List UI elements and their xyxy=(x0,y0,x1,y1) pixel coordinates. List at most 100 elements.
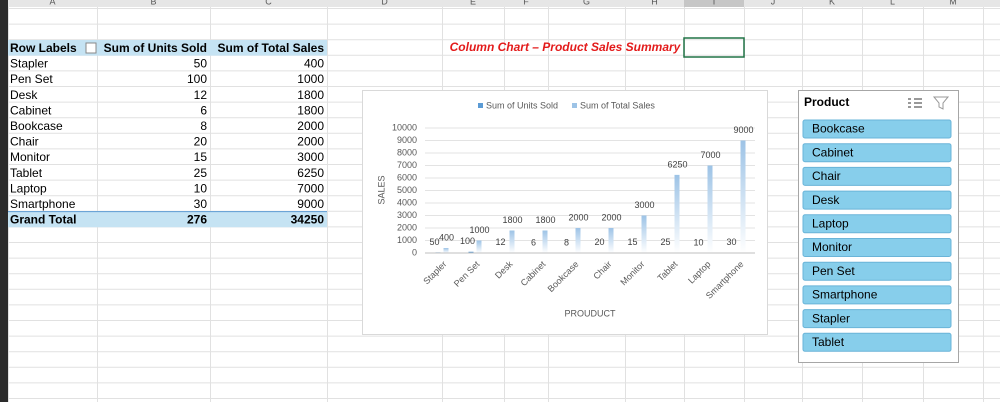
data-label: 400 xyxy=(439,232,454,242)
bar xyxy=(509,230,515,253)
slicer-item[interactable] xyxy=(802,143,952,163)
bar xyxy=(542,230,548,253)
legend-label: Sum of Total Sales xyxy=(580,100,655,110)
column-header: J xyxy=(771,0,776,6)
data-label: 15 xyxy=(627,237,637,247)
column-header: K xyxy=(829,0,835,6)
slicer-item[interactable] xyxy=(802,190,952,210)
y-tick-label: 6000 xyxy=(397,172,417,182)
y-tick-label: 7000 xyxy=(397,160,417,170)
data-label: 1000 xyxy=(469,225,489,235)
column-header: C xyxy=(265,0,272,6)
pivot-cell: 100 xyxy=(187,72,207,86)
pivot-header: Sum of Total Sales xyxy=(218,41,325,55)
pivot-cell: 1800 xyxy=(297,103,324,117)
pivot-cell: 1800 xyxy=(297,88,324,102)
y-tick-label: 8000 xyxy=(397,147,417,157)
legend-swatch xyxy=(572,103,577,108)
column-header: A xyxy=(49,0,55,6)
pivot-total: 276 xyxy=(187,213,207,227)
selected-column-header xyxy=(684,0,744,7)
pivot-cell: 6250 xyxy=(297,166,324,180)
slicer-item-label: Chair xyxy=(812,169,841,183)
pivot-cell: 30 xyxy=(194,197,208,211)
data-label: 7000 xyxy=(700,150,720,160)
bar xyxy=(740,140,746,253)
slicer-title: Product xyxy=(804,95,849,109)
slicer-item-label: Cabinet xyxy=(812,145,854,159)
column-header: G xyxy=(583,0,590,6)
slicer-item[interactable] xyxy=(802,119,952,139)
column-header: H xyxy=(651,0,658,6)
data-label: 12 xyxy=(495,237,505,247)
pivot-cell: Desk xyxy=(10,88,38,102)
data-label: 6 xyxy=(531,237,536,247)
selected-cell[interactable] xyxy=(683,37,745,58)
data-label: 100 xyxy=(460,236,475,246)
legend-swatch xyxy=(478,103,483,108)
pivot-cell: 12 xyxy=(194,88,208,102)
slicer-item-label: Laptop xyxy=(812,216,849,230)
data-label: 20 xyxy=(594,237,604,247)
bar xyxy=(707,165,713,253)
data-label: 3000 xyxy=(634,200,654,210)
bar xyxy=(476,240,482,253)
pivot-cell: 15 xyxy=(194,150,208,164)
pivot-cell: 3000 xyxy=(297,150,324,164)
bar xyxy=(575,228,581,253)
data-label: 9000 xyxy=(733,125,753,135)
y-tick-label: 9000 xyxy=(397,135,417,145)
column-header-bar xyxy=(0,0,1000,7)
slicer-item[interactable] xyxy=(802,285,952,305)
slicer-item[interactable] xyxy=(802,166,952,186)
pivot-cell: Tablet xyxy=(10,166,43,180)
pivot-header: Sum of Units Sold xyxy=(104,41,207,55)
slicer-item[interactable] xyxy=(802,214,952,234)
slicer-item-label: Smartphone xyxy=(812,288,878,302)
pivot-cell: 25 xyxy=(194,166,208,180)
x-axis-title: PROUDUCT xyxy=(565,308,617,318)
data-label: 25 xyxy=(660,237,670,247)
slicer-item-label: Pen Set xyxy=(812,264,855,278)
bar xyxy=(674,174,680,253)
pivot-cell: 400 xyxy=(304,57,324,71)
y-tick-label: 4000 xyxy=(397,197,417,207)
bar xyxy=(468,251,474,253)
data-label: 2000 xyxy=(601,212,621,222)
pivot-cell: 1000 xyxy=(297,72,324,86)
pivot-cell: Cabinet xyxy=(10,103,52,117)
slicer-item[interactable] xyxy=(802,238,952,257)
column-header: E xyxy=(470,0,476,6)
pivot-cell: 6 xyxy=(200,103,207,117)
multi-select-icon[interactable] xyxy=(908,98,922,108)
column-header: I xyxy=(713,0,716,6)
pivot-cell: Bookcase xyxy=(10,119,63,133)
slicer-item-label: Tablet xyxy=(812,335,845,349)
y-tick-label: 10000 xyxy=(392,122,417,132)
pivot-cell: 50 xyxy=(194,57,208,71)
pivot-cell: 8 xyxy=(200,119,207,133)
pivot-cell: 9000 xyxy=(297,197,324,211)
pivot-cell: Smartphone xyxy=(10,197,76,211)
filter-button[interactable] xyxy=(85,42,97,54)
pivot-cell: 20 xyxy=(194,135,208,149)
slicer-item-label: Stapler xyxy=(812,311,850,325)
slicer-item[interactable] xyxy=(802,261,952,281)
pivot-cell: 7000 xyxy=(297,181,324,195)
data-label: 1800 xyxy=(502,215,522,225)
chart-area[interactable] xyxy=(362,90,768,335)
slicer-item-label: Desk xyxy=(812,193,840,207)
slicer-item[interactable] xyxy=(802,309,952,329)
column-header: F xyxy=(523,0,529,6)
pivot-cell: Stapler xyxy=(10,57,48,71)
column-header: D xyxy=(381,0,388,6)
slicer-item[interactable] xyxy=(802,332,952,352)
pivot-cell: Chair xyxy=(10,135,39,149)
data-label: 6250 xyxy=(667,159,687,169)
pivot-cell: 10 xyxy=(194,181,208,195)
clear-filter-icon[interactable] xyxy=(932,96,950,110)
pivot-total: Grand Total xyxy=(10,213,76,227)
y-tick-label: 2000 xyxy=(397,222,417,232)
pivot-cell: Pen Set xyxy=(10,72,53,86)
